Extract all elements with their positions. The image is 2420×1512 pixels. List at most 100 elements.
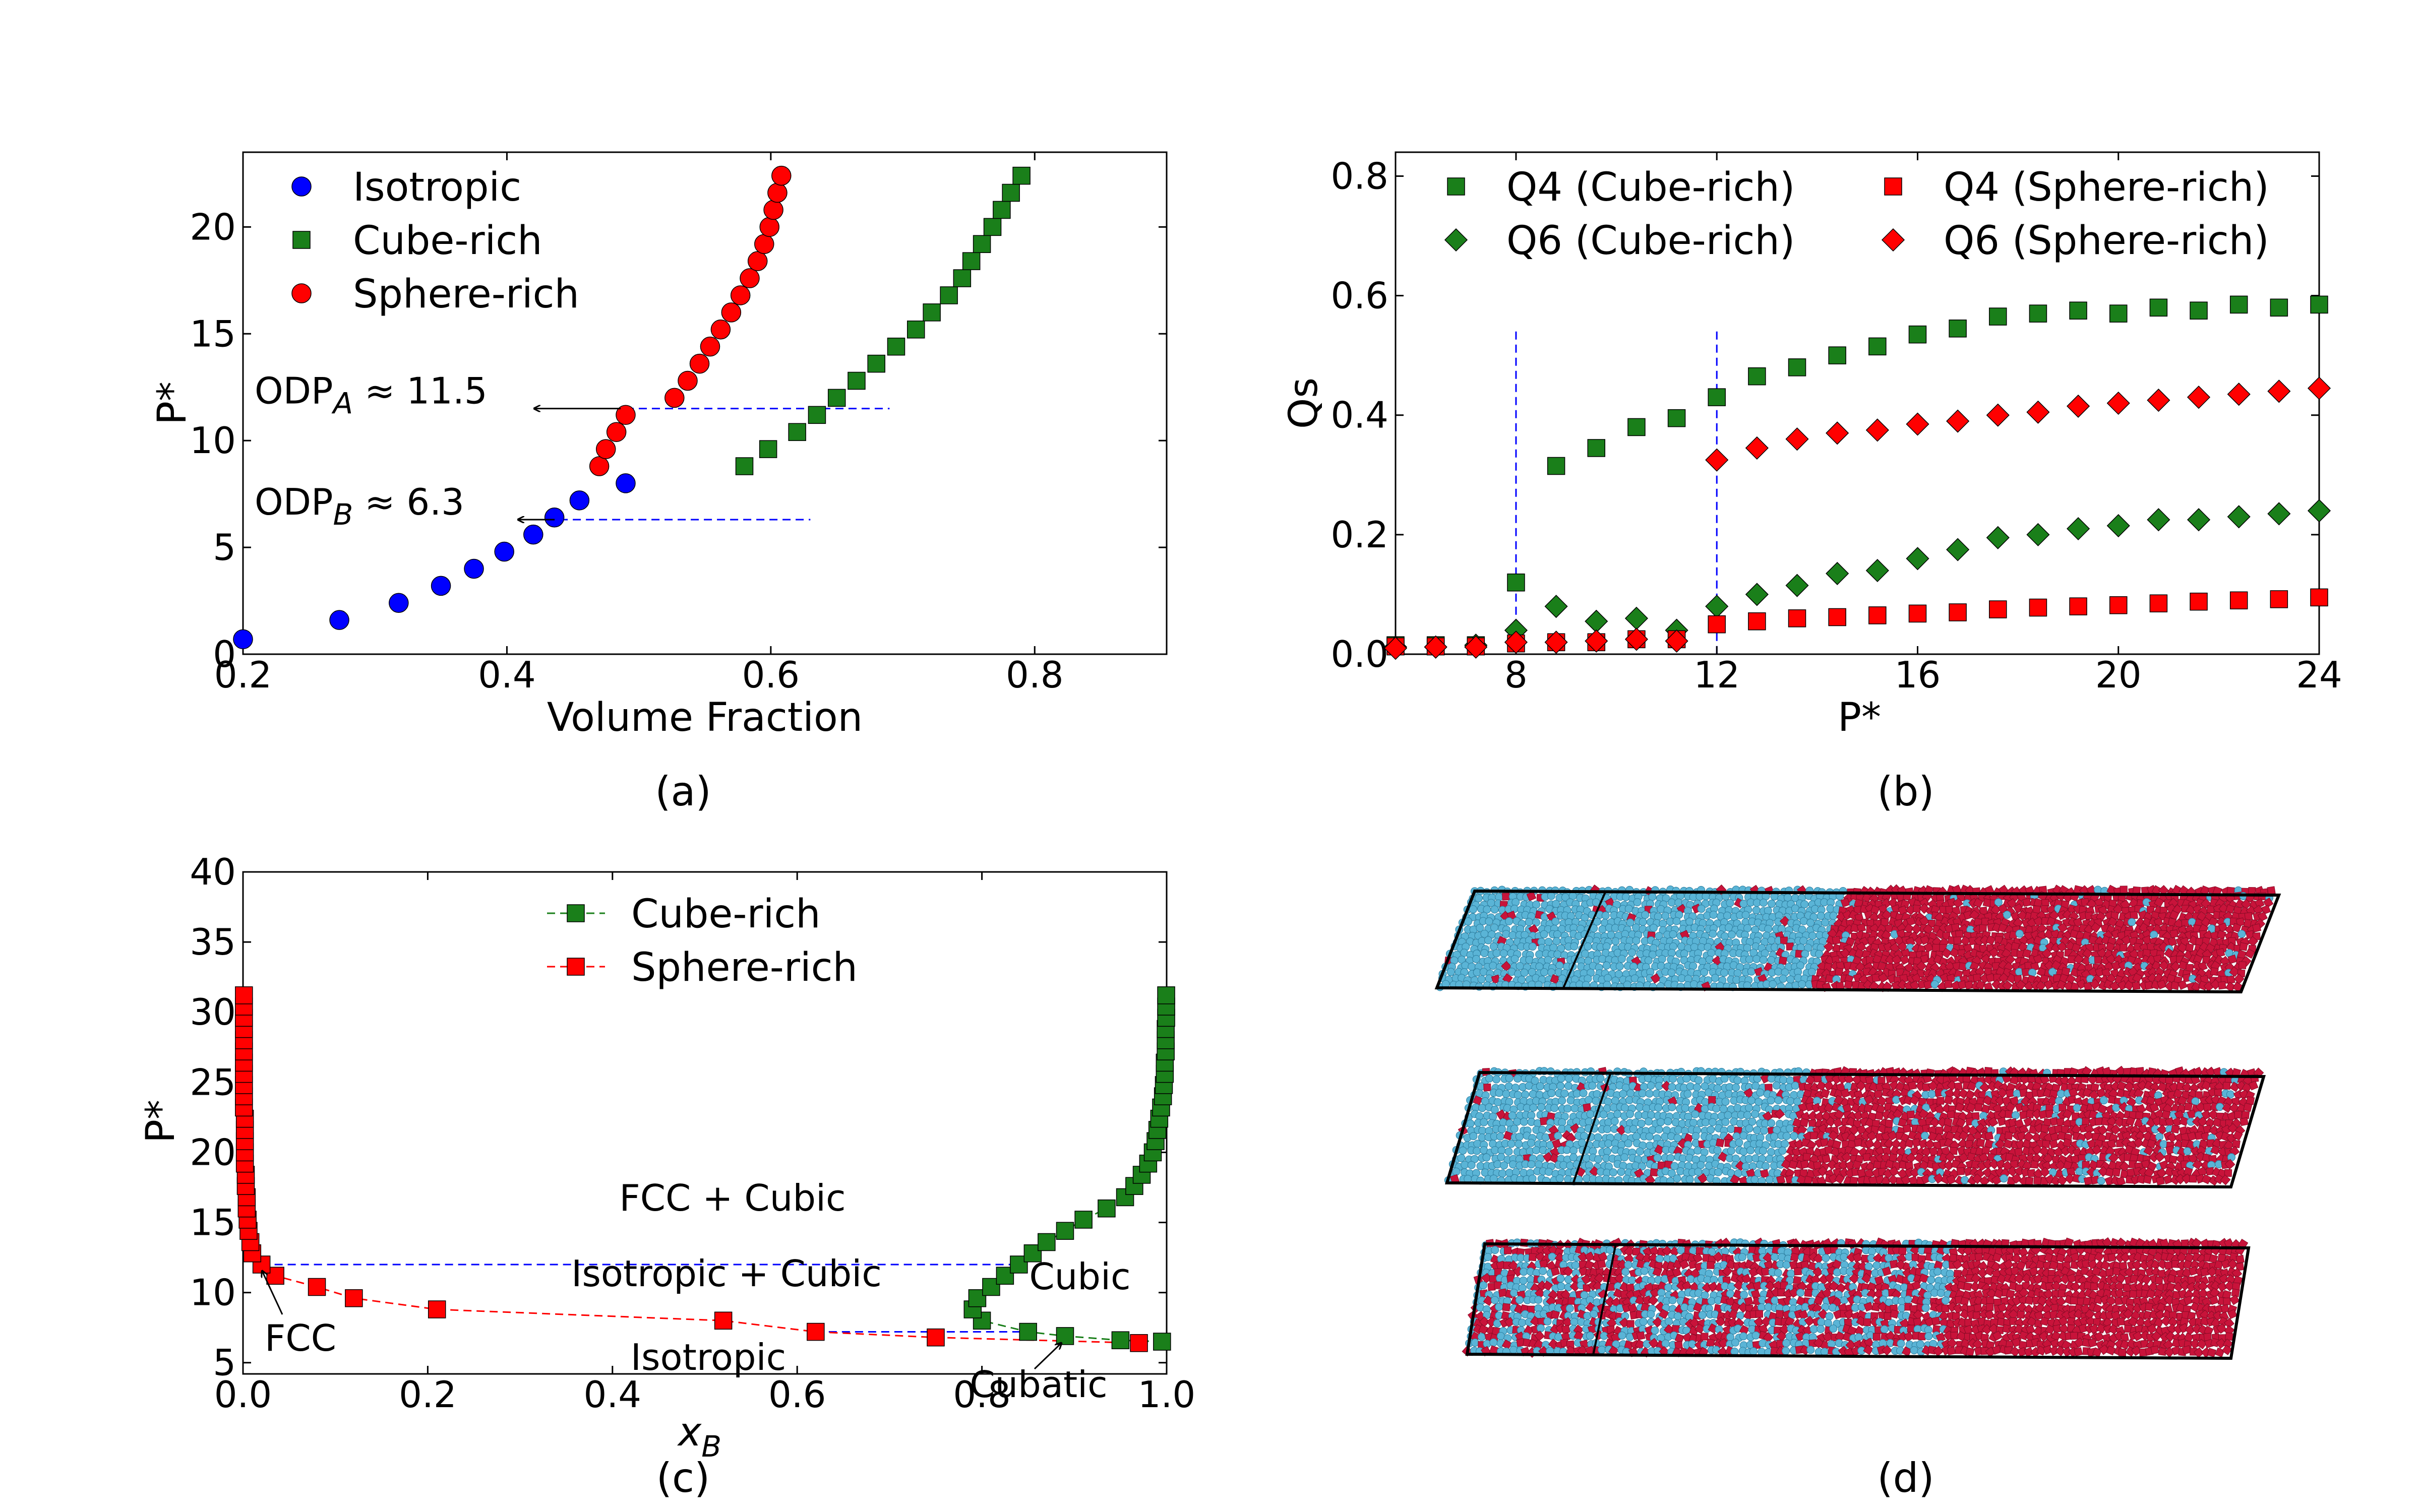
panel-c-cubatic-arrow (1034, 1343, 1061, 1370)
panel-a-xtick-label: 0.8 (1006, 654, 1064, 696)
panel-b-point (2106, 391, 2130, 415)
panel-a-point-isotropic (523, 524, 543, 545)
panel-a-odp-label: ODPB ≈ 6.3 (255, 481, 464, 532)
panel-c-point (1056, 1327, 1074, 1345)
panel-b-point (1624, 627, 1648, 651)
panel-b-point (2149, 298, 2168, 317)
panel-a-point-cube-rich (923, 303, 941, 322)
panel-b-point (2190, 592, 2208, 611)
snapshot-3 (1462, 1237, 2251, 1360)
panel-a-point-sphere-rich (740, 268, 760, 288)
panel-b-point (2229, 295, 2248, 314)
panel-b-point (1624, 606, 1648, 630)
panel-a-point-cube-rich (953, 269, 972, 287)
panel-b-point (1908, 325, 1927, 344)
panel-b-point (1986, 403, 2010, 427)
panel-b-legend-label: Q4 (Sphere-rich) (1944, 165, 2269, 210)
panel-b-point (2026, 400, 2050, 424)
panel-a-point-cube-rich (993, 201, 1011, 219)
panel-a-point-isotropic (569, 490, 590, 511)
panel-a-legend-marker (291, 283, 312, 303)
panel-b-point (1667, 409, 1686, 427)
panel-b-point (1949, 320, 1967, 338)
caption-b: (b) (1877, 768, 1934, 815)
panel-a-point-sphere-rich (763, 200, 783, 220)
panel-a-point-cube-rich (848, 371, 866, 390)
panel-b-xtick-label: 24 (2296, 654, 2342, 696)
panel-b-legend-marker (1881, 228, 1905, 252)
panel-c-fcc-arrow (262, 1271, 283, 1315)
panel-b-legend-label: Q6 (Sphere-rich) (1944, 218, 2269, 264)
panel-b-point (1785, 427, 1809, 451)
panel-c-ytick-label: 20 (190, 1131, 236, 1173)
panel-c-point (807, 1322, 825, 1341)
snapshot-box-outline (1465, 1242, 2251, 1360)
caption-d: (d) (1877, 1455, 1934, 1501)
panel-c-point (1153, 1333, 1171, 1351)
panel-a-point-isotropic (233, 629, 253, 650)
panel-d-snapshots: (d) (1434, 884, 2281, 1501)
panel-c-xtick-label: 0.2 (399, 1373, 457, 1416)
panel-b-point (2270, 298, 2288, 317)
panel-c-ytick-label: 35 (190, 921, 236, 963)
caption-a: (a) (655, 768, 711, 815)
panel-a-ytick-label: 15 (190, 312, 236, 355)
snapshot-2 (1444, 1065, 2266, 1189)
snapshot-box-outline (1434, 889, 2281, 994)
panel-c-point (1019, 1322, 1037, 1341)
panel-b-point (2067, 517, 2090, 541)
panel-b-point (1383, 637, 1408, 660)
panel-a-point-sphere-rich (759, 217, 779, 237)
panel-b-point (1507, 573, 1525, 592)
panel-c-point (1098, 1199, 1116, 1218)
panel-b-point (2307, 376, 2331, 400)
panel-a-point-sphere-rich (747, 251, 768, 271)
panel-c-ylabel: P* (138, 1100, 184, 1143)
snapshot-1 (1434, 884, 2281, 994)
panel-c-legend-marker (567, 958, 585, 976)
panel-b-point (1828, 608, 1846, 626)
panel-a-xtick-label: 0.4 (478, 654, 536, 696)
panel-c-point (1111, 1331, 1130, 1349)
panel-c-xlabel: xB (677, 1410, 721, 1464)
panel-b-point (1745, 436, 1769, 460)
panel-b-point (2187, 508, 2211, 532)
panel-b-point (1865, 558, 1889, 583)
panel-a-odp-label: ODPA ≈ 11.5 (255, 370, 488, 421)
panel-a-xlabel: Volume Fraction (547, 695, 863, 740)
panel-b-point (2147, 389, 2170, 412)
panel-c-chart: 0.0 0.2 0.4 0.6 0.8 1.0 5 10 15 20 25 30 35 40 Cube-r… (138, 851, 1195, 1501)
panel-c-point (927, 1328, 945, 1347)
panel-b-point (2067, 394, 2090, 418)
panel-c-point (1157, 986, 1175, 1004)
panel-b-point (1986, 526, 2010, 549)
panel-c-legend-label: Sphere-rich (631, 945, 858, 990)
panel-c-xtick-label: 0.4 (584, 1373, 642, 1416)
panel-a-point-cube-rich (983, 218, 1002, 236)
panel-b-legend-marker (1447, 177, 1465, 196)
panel-a-axes-frame (242, 151, 1168, 655)
panel-a-point-sphere-rich (710, 320, 731, 340)
panel-c-point (1023, 1244, 1042, 1263)
panel-c-point (345, 1289, 363, 1307)
panel-b-point (1708, 388, 1726, 406)
panel-a-point-sphere-rich (754, 234, 774, 254)
panel-b-point (1627, 418, 1646, 436)
panel-b-point (1908, 604, 1927, 623)
panel-b-point (1587, 439, 1606, 457)
panel-a-point-cube-rich (1012, 166, 1031, 185)
panel-c-point (1038, 1233, 1056, 1251)
panel-a-xtick-label: 0.6 (742, 654, 800, 696)
panel-b-point (1464, 635, 1488, 659)
panel-b-point (1665, 629, 1688, 653)
panel-a-point-sphere-rich (589, 456, 610, 476)
panel-c-xtick-label: 0.8 (953, 1373, 1011, 1416)
panel-b-point (1788, 358, 1806, 376)
panel-b-point (2069, 301, 2087, 320)
panel-b-point (1906, 547, 1929, 571)
panel-b-point (2149, 594, 2168, 612)
panel-b-point (1424, 635, 1447, 659)
panel-b-point (2109, 304, 2128, 323)
panel-b-point (2227, 505, 2251, 529)
